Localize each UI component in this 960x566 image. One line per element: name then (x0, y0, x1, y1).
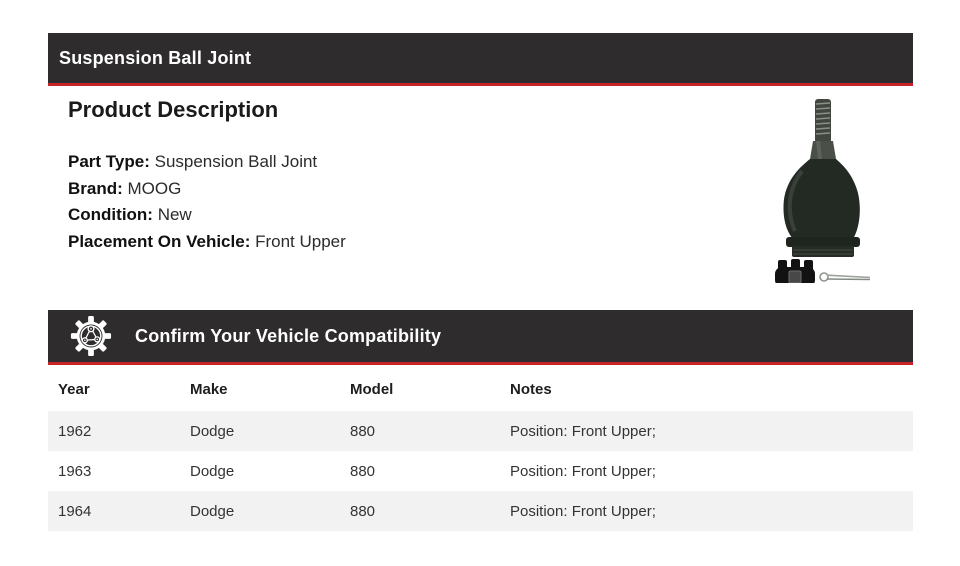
attribute-value: MOOG (127, 178, 182, 198)
attribute-label: Part Type: (68, 152, 150, 171)
product-photo-ball-joint (775, 99, 871, 283)
cell-make: Dodge (180, 491, 340, 531)
listing-description-panel: Suspension Ball Joint Product Descriptio… (48, 33, 913, 533)
cell-make: Dodge (190, 462, 235, 480)
cell-notes: Position: Front Upper; (500, 491, 913, 531)
column-header-year: Year (48, 368, 180, 411)
attribute-part-type: Part Type: Suspension Ball Joint (68, 149, 346, 176)
column-header-make: Make (180, 368, 340, 411)
attribute-label: Placement On Vehicle: (68, 231, 251, 251)
table-header-row: Year Make Model Notes (48, 368, 913, 411)
table-row: 1963 Dodge 880 Position: Front Upper; (48, 451, 913, 491)
attribute-label: Condition: (68, 205, 153, 224)
attribute-label: Brand: (68, 178, 123, 198)
column-header-model: Model (340, 368, 500, 411)
vehicle-compatibility-table: Year Make Model Notes 1962 Dodge 880 Pos… (48, 368, 913, 531)
cell-year: 1962 (48, 411, 180, 451)
cotter-pin (819, 272, 871, 282)
column-header-notes: Notes (500, 368, 913, 411)
cell-notes: Position: Front Upper; (500, 411, 913, 451)
attribute-value: Suspension Ball Joint (154, 152, 318, 171)
cell-year: 1963 (58, 462, 92, 480)
cell-model: 880 (340, 491, 500, 531)
cell-year: 1964 (48, 491, 180, 531)
attribute-value: Front Upper (255, 231, 346, 251)
castle-nut (775, 259, 815, 283)
product-attributes: Part Type: Suspension Ball Joint Brand: … (68, 149, 346, 255)
attribute-brand: Brand: MOOG (68, 176, 346, 203)
attribute-placement: Placement On Vehicle: Front Upper (68, 229, 346, 256)
cell-model: 880 (340, 411, 500, 451)
table-row: 1962 Dodge 880 Position: Front Upper; (48, 411, 913, 451)
section-heading-product-description: Product Description (68, 97, 279, 122)
cell-model: 880 (350, 462, 376, 480)
product-title: Suspension Ball Joint (59, 47, 252, 68)
compatibility-title: Confirm Your Vehicle Compatibility (135, 325, 442, 346)
attribute-condition: Condition: New (68, 202, 346, 229)
cell-make: Dodge (180, 411, 340, 451)
gear-icon (70, 315, 112, 357)
cell-notes: Position: Front Upper; (510, 462, 656, 480)
table-row: 1964 Dodge 880 Position: Front Upper; (48, 491, 913, 531)
compatibility-header-bar: Confirm Your Vehicle Compatibility (48, 310, 913, 365)
product-title-bar: Suspension Ball Joint (48, 33, 913, 86)
attribute-value: New (157, 205, 192, 224)
